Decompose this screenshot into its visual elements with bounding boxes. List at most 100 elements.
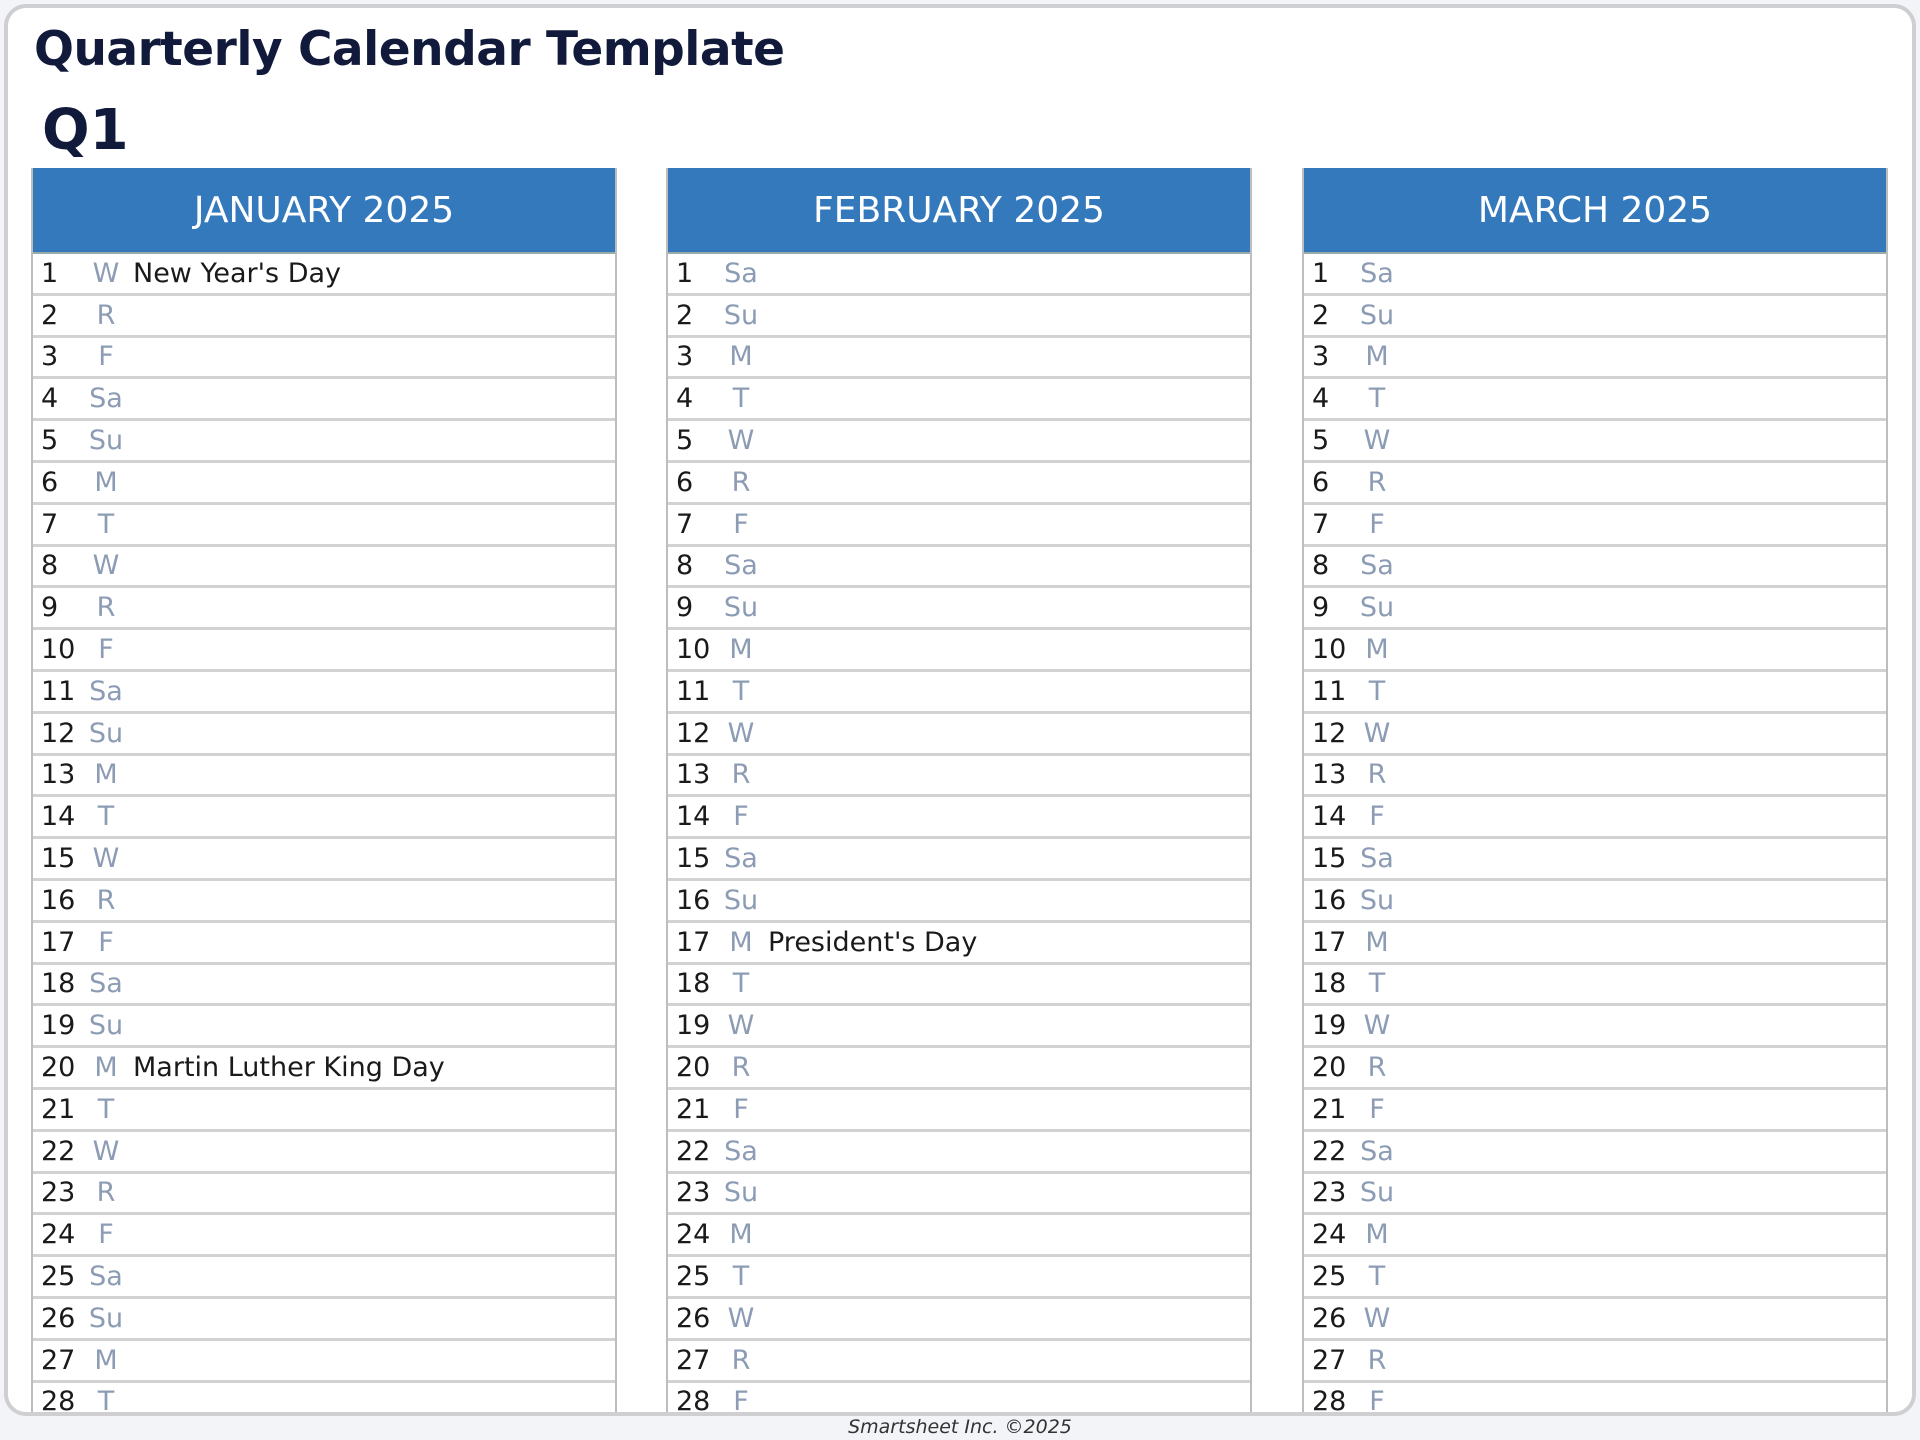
day-row[interactable]: 13 R bbox=[1304, 756, 1886, 798]
day-row[interactable]: 22 Sa bbox=[1304, 1132, 1886, 1174]
day-row[interactable]: 19 W bbox=[1304, 1006, 1886, 1049]
day-number: 12 bbox=[41, 717, 76, 749]
day-row[interactable]: 20 R bbox=[668, 1048, 1250, 1090]
day-row[interactable]: 4 Sa bbox=[33, 379, 615, 422]
day-row[interactable]: 10 M bbox=[668, 630, 1250, 672]
day-row[interactable]: 18 T bbox=[1304, 965, 1886, 1007]
day-row[interactable]: 2 Su bbox=[668, 296, 1250, 338]
weekday-label: F bbox=[1369, 508, 1385, 540]
day-row[interactable]: 13 R bbox=[668, 756, 1250, 798]
day-row[interactable]: 8 Sa bbox=[1304, 547, 1886, 589]
day-row[interactable]: 13 M bbox=[33, 756, 615, 798]
day-row[interactable]: 12 W bbox=[668, 714, 1250, 756]
day-row[interactable]: 16 Su bbox=[668, 881, 1250, 923]
day-row[interactable]: 21 F bbox=[668, 1090, 1250, 1132]
day-row[interactable]: 26 Su bbox=[33, 1299, 615, 1341]
day-row[interactable]: 14 T bbox=[33, 797, 615, 840]
day-row[interactable]: 9 Su bbox=[1304, 588, 1886, 631]
day-row[interactable]: 22 Sa bbox=[668, 1132, 1250, 1174]
day-row[interactable]: 25 T bbox=[1304, 1257, 1886, 1299]
weekday-label: T bbox=[97, 508, 115, 540]
day-row[interactable]: 21 F bbox=[1304, 1090, 1886, 1132]
day-number: 24 bbox=[1312, 1219, 1347, 1251]
day-row[interactable]: 10 M bbox=[1304, 630, 1886, 672]
day-row[interactable]: 10 F bbox=[33, 630, 615, 672]
day-row[interactable]: 5 Su bbox=[33, 421, 615, 463]
day-row[interactable]: 18 T bbox=[668, 965, 1250, 1007]
day-row[interactable]: 17 M President's Day bbox=[668, 923, 1250, 965]
day-row[interactable]: 21 T bbox=[33, 1090, 615, 1132]
day-row[interactable]: 15 Sa bbox=[668, 839, 1250, 881]
day-row[interactable]: 19 Su bbox=[33, 1006, 615, 1049]
day-row[interactable]: 17 M bbox=[1304, 923, 1886, 965]
day-row[interactable]: 26 W bbox=[668, 1299, 1250, 1341]
weekday-label: T bbox=[732, 675, 750, 707]
day-row[interactable]: 24 F bbox=[33, 1215, 615, 1258]
day-row[interactable]: 17 F bbox=[33, 923, 615, 965]
day-row[interactable]: 15 W bbox=[33, 839, 615, 881]
day-row[interactable]: 14 F bbox=[1304, 797, 1886, 840]
day-row[interactable]: 20 M Martin Luther King Day bbox=[33, 1048, 615, 1090]
day-row[interactable]: 8 Sa bbox=[668, 547, 1250, 589]
day-row[interactable]: 1 W New Year's Day bbox=[33, 254, 615, 296]
day-row[interactable]: 2 Su bbox=[1304, 296, 1886, 338]
day-row[interactable]: 24 M bbox=[668, 1215, 1250, 1258]
day-row[interactable]: 28 F bbox=[668, 1383, 1250, 1416]
day-row[interactable]: 23 R bbox=[33, 1174, 615, 1216]
day-row[interactable]: 20 R bbox=[1304, 1048, 1886, 1090]
day-number: 14 bbox=[1312, 801, 1347, 833]
day-number: 13 bbox=[41, 759, 76, 791]
day-row[interactable]: 18 Sa bbox=[33, 965, 615, 1007]
day-row[interactable]: 19 W bbox=[668, 1006, 1250, 1049]
day-row[interactable]: 22 W bbox=[33, 1132, 615, 1174]
day-number: 11 bbox=[1312, 675, 1347, 707]
weekday-label: W bbox=[727, 425, 755, 457]
month-march: MARCH 2025 1 Sa 2 Su 3 M 4 T 5 W 6 R 7 F 8 Sa 9 Su 10 M 11 T 1… bbox=[1302, 168, 1888, 1412]
day-row[interactable]: 28 F bbox=[1304, 1383, 1886, 1412]
day-row[interactable]: 24 M bbox=[1304, 1215, 1886, 1258]
day-row[interactable]: 1 Sa bbox=[1304, 254, 1886, 296]
day-row[interactable]: 16 Su bbox=[1304, 881, 1886, 923]
day-number: 23 bbox=[676, 1177, 711, 1209]
day-row[interactable]: 25 T bbox=[668, 1257, 1250, 1299]
day-row[interactable]: 27 R bbox=[668, 1341, 1250, 1383]
weekday-label: Sa bbox=[89, 968, 123, 1000]
day-row[interactable]: 25 Sa bbox=[33, 1257, 615, 1299]
day-row[interactable]: 11 Sa bbox=[33, 672, 615, 714]
day-row[interactable]: 26 W bbox=[1304, 1299, 1886, 1341]
day-number: 28 bbox=[676, 1386, 711, 1416]
day-row[interactable]: 1 Sa bbox=[668, 254, 1250, 296]
day-row[interactable]: 11 T bbox=[668, 672, 1250, 714]
day-row[interactable]: 12 W bbox=[1304, 714, 1886, 756]
day-row[interactable]: 15 Sa bbox=[1304, 839, 1886, 881]
day-row[interactable]: 23 Su bbox=[1304, 1174, 1886, 1216]
weekday-label: W bbox=[1363, 1010, 1391, 1042]
day-row[interactable]: 14 F bbox=[668, 797, 1250, 840]
day-row[interactable]: 27 R bbox=[1304, 1341, 1886, 1383]
day-row[interactable]: 27 M bbox=[33, 1341, 615, 1383]
day-number: 20 bbox=[1312, 1052, 1347, 1084]
day-row[interactable]: 28 T bbox=[33, 1383, 615, 1412]
day-row[interactable]: 11 T bbox=[1304, 672, 1886, 714]
day-row[interactable]: 12 Su bbox=[33, 714, 615, 756]
day-row[interactable]: 9 Su bbox=[668, 588, 1250, 631]
day-row[interactable]: 16 R bbox=[33, 881, 615, 923]
day-row[interactable]: 23 Su bbox=[668, 1174, 1250, 1216]
day-number: 5 bbox=[1312, 425, 1330, 457]
